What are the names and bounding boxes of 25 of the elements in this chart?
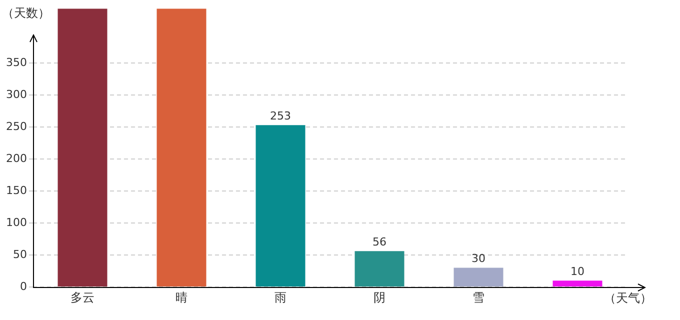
- bar: [454, 268, 504, 286]
- y-tick-label: 200: [6, 152, 27, 165]
- y-tick-label: 150: [6, 184, 27, 197]
- x-axis-title: （天气）: [604, 291, 652, 306]
- x-tick-label: 雨: [274, 290, 286, 304]
- x-tick-label: 雪: [472, 290, 484, 304]
- data-label: 56: [372, 236, 386, 249]
- x-tick-label: 阴: [374, 290, 386, 304]
- y-axis-title: （天数）: [2, 6, 50, 20]
- y-tick-label: 0: [20, 280, 27, 293]
- y-tick-label: 350: [6, 56, 27, 69]
- bar: [58, 8, 108, 286]
- x-tick-label: 晴: [176, 290, 188, 304]
- data-label: 10: [570, 264, 584, 278]
- x-tick-label: 多云: [70, 290, 94, 304]
- bar: [552, 280, 602, 286]
- bar: [256, 125, 306, 286]
- y-tick-label: 100: [6, 216, 27, 229]
- bar: [354, 251, 404, 286]
- y-tick-label: 300: [6, 88, 27, 101]
- bar: [156, 8, 206, 286]
- data-label: 30: [472, 252, 486, 266]
- y-tick-label: 250: [6, 120, 27, 133]
- data-label: 253: [270, 109, 291, 122]
- y-tick-label: 50: [13, 248, 27, 261]
